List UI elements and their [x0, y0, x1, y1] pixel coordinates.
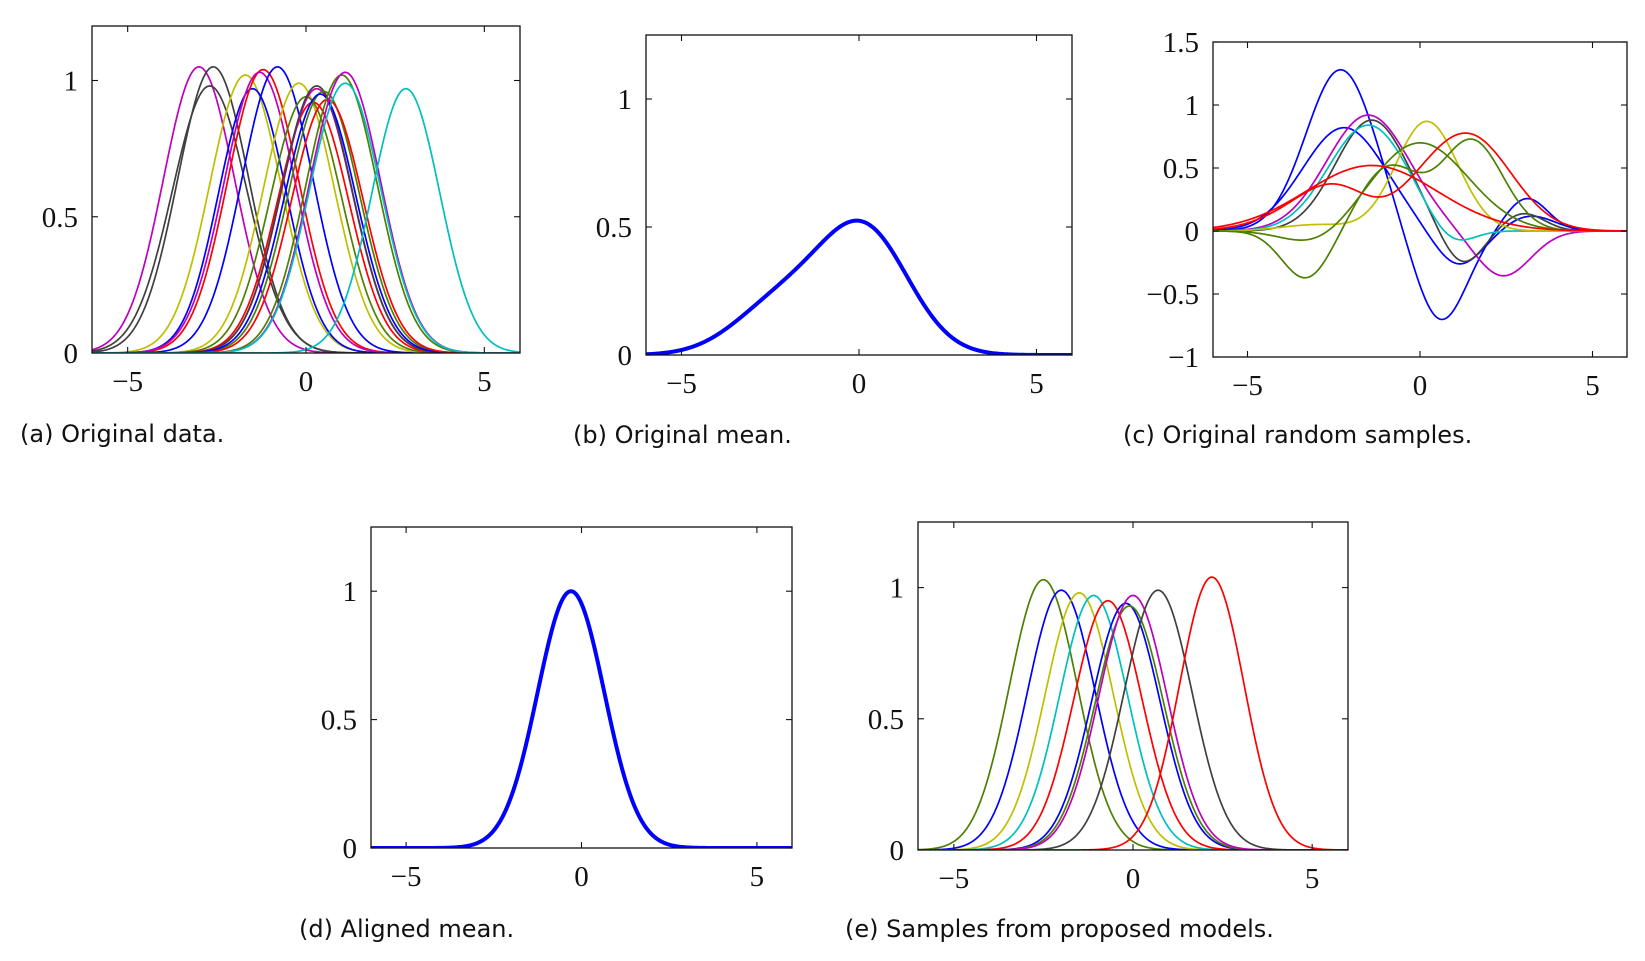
x-tick-label: 5 — [750, 861, 765, 893]
y-tick-label: 0.5 — [868, 704, 904, 736]
x-tick-label: 0 — [1126, 863, 1141, 895]
series-line-a-14 — [92, 90, 520, 353]
series-line-a-10 — [92, 96, 520, 353]
series-line-a-3 — [92, 85, 520, 353]
series-line-c-9 — [1213, 132, 1627, 232]
series-line-d-1 — [371, 589, 792, 848]
series-line-a-1 — [92, 66, 520, 353]
y-tick-label: 0.5 — [596, 212, 632, 244]
y-tick-label: −1 — [1168, 342, 1199, 374]
x-tick-label: −5 — [112, 366, 143, 398]
series-line-c-1 — [1213, 68, 1627, 321]
y-tick-label: 1 — [64, 66, 79, 98]
y-tick-label: 0 — [343, 833, 358, 865]
plot-frame — [370, 526, 793, 849]
y-tick-label: 1 — [890, 573, 905, 605]
x-tick-label: 5 — [1305, 863, 1320, 895]
x-tick-label: 5 — [477, 366, 492, 398]
x-tick-label: −5 — [1232, 370, 1263, 402]
plot-frame — [1212, 41, 1628, 358]
y-tick-label: 0.5 — [42, 202, 78, 234]
series-line-a-17 — [92, 74, 520, 353]
series-group — [92, 66, 520, 353]
plot-frame — [917, 521, 1349, 851]
y-tick-label: −0.5 — [1146, 279, 1199, 311]
series-line-e-7 — [918, 605, 1348, 850]
y-tick-label: 1.5 — [1163, 27, 1199, 59]
plot-frame — [91, 25, 521, 354]
series-line-c-6 — [1213, 120, 1627, 232]
panel-caption: (b) Original mean. — [573, 421, 792, 449]
panel-caption: (c) Original random samples. — [1123, 421, 1472, 449]
series-line-e-1 — [918, 578, 1348, 850]
x-tick-label: 5 — [1029, 368, 1044, 400]
panel-caption: (d) Aligned mean. — [299, 915, 514, 943]
y-tick-label: 0.5 — [1163, 153, 1199, 185]
x-tick-label: 5 — [1585, 370, 1600, 402]
series-line-e-5 — [918, 599, 1348, 850]
series-line-c-2 — [1213, 126, 1627, 265]
series-line-a-7 — [92, 71, 520, 353]
panel-caption: (e) Samples from proposed models. — [845, 915, 1274, 943]
series-line-a-8 — [92, 66, 520, 353]
y-tick-label: 0 — [64, 338, 79, 370]
x-tick-label: −5 — [391, 861, 422, 893]
y-tick-label: 0 — [618, 340, 633, 372]
panel-caption: (a) Original data. — [20, 420, 224, 448]
series-line-a-13 — [92, 85, 520, 353]
series-line-a-12 — [92, 87, 520, 353]
series-line-c-10 — [1213, 164, 1627, 232]
panel-a: −5 0 5 0 0.5 1 (a) Original data. — [20, 25, 521, 448]
series-group — [646, 218, 1072, 355]
series-line-e-6 — [918, 602, 1348, 850]
x-tick-label: 0 — [574, 861, 589, 893]
series-line-a-19 — [92, 82, 520, 353]
y-tick-label: 1 — [343, 576, 358, 608]
series-line-a-15 — [92, 93, 520, 353]
x-tick-label: 0 — [852, 368, 867, 400]
x-tick-label: −5 — [938, 863, 969, 895]
x-tick-label: −5 — [666, 368, 697, 400]
series-group — [918, 576, 1348, 850]
series-line-c-3 — [1213, 114, 1627, 277]
series-line-a-6 — [92, 68, 520, 353]
series-line-e-2 — [918, 589, 1348, 850]
series-line-a-5 — [92, 87, 520, 353]
y-tick-label: 0.5 — [321, 705, 357, 737]
series-line-e-10 — [918, 576, 1348, 850]
x-tick-label: 0 — [1413, 370, 1428, 402]
series-line-a-16 — [92, 98, 520, 353]
series-line-a-4 — [92, 74, 520, 353]
panel-e: −5 0 5 0 0.5 1 (e) Samples from proposed model… — [845, 521, 1349, 943]
panel-d: −5 0 5 0 0.5 1 (d) Aligned mean. — [299, 526, 793, 943]
series-group — [1213, 68, 1627, 321]
panel-b: −5 0 5 0 0.5 1 (b) Original mean. — [573, 34, 1073, 449]
series-line-a-20 — [92, 87, 520, 353]
series-line-e-4 — [918, 594, 1348, 850]
panel-c: −5 0 5 −1 −0.5 0 0.5 1 1.5 (c) Original random sa… — [1123, 27, 1628, 449]
series-line-e-3 — [918, 592, 1348, 850]
y-tick-label: 0 — [1185, 216, 1200, 248]
series-line-b-1 — [646, 218, 1072, 355]
y-tick-label: 1 — [1185, 90, 1200, 122]
x-tick-label: 0 — [299, 366, 314, 398]
series-group — [371, 589, 792, 848]
plot-frame — [645, 34, 1073, 356]
y-tick-label: 0 — [890, 835, 905, 867]
y-tick-label: 1 — [618, 84, 633, 116]
